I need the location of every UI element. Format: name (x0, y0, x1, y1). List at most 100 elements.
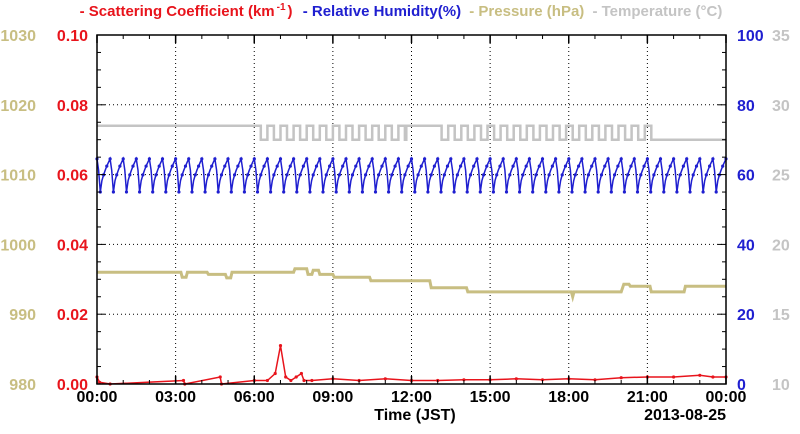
humidity-point (714, 190, 718, 194)
humidity-point (364, 173, 368, 177)
humidity-point (547, 173, 551, 177)
legend-temperature: - Temperature (°C) (592, 3, 723, 20)
humidity-point (678, 173, 682, 177)
humidity-point (495, 173, 499, 177)
humidity-point (652, 173, 656, 177)
x-tick-label: 09:00 (312, 389, 353, 406)
humidity-point (498, 164, 502, 168)
humidity-point (590, 164, 594, 168)
humidity-point (259, 173, 263, 177)
scattering-point (619, 376, 623, 380)
humidity-point (213, 157, 217, 161)
temperature-tick-label: 30 (772, 98, 790, 115)
humidity-tick-label: 100 (737, 28, 764, 45)
humidity-point (350, 173, 355, 177)
humidity-point (606, 157, 610, 161)
humidity-point (413, 190, 417, 194)
tick-marks (96, 34, 727, 385)
scattering-point (265, 378, 269, 383)
humidity-point (341, 164, 345, 168)
humidity-point (567, 157, 571, 161)
humidity-point (219, 173, 224, 177)
scattering-point (302, 378, 306, 383)
humidity-point (403, 173, 407, 177)
pressure-tick-label: 1020 (0, 98, 36, 115)
legend: - Scattering Coefficient (km -1) - Relati… (0, 2, 800, 20)
humidity-point (488, 157, 492, 161)
humidity-point (694, 164, 699, 168)
legend-pressure: - Pressure (hPa) (469, 3, 585, 20)
humidity-point (596, 190, 600, 194)
humidity-point (449, 157, 453, 161)
humidity-point (708, 164, 712, 168)
x-tick-label: 06:00 (234, 389, 275, 406)
humidity-point (439, 190, 443, 194)
humidity-point (406, 164, 410, 168)
humidity-point (121, 157, 125, 161)
humidity-point (393, 164, 397, 168)
humidity-point (131, 164, 135, 168)
humidity-point (527, 157, 532, 161)
humidity-point (459, 164, 463, 168)
humidity-point (167, 173, 171, 177)
humidity-point (105, 164, 109, 168)
humidity-point (534, 173, 538, 177)
humidity-point (609, 190, 613, 194)
legend-scattering-sup: -1 (276, 2, 286, 13)
scattering-point (284, 375, 288, 379)
humidity-point (380, 164, 384, 168)
humidity-point (426, 190, 430, 194)
humidity-point (396, 157, 400, 161)
humidity-point (298, 173, 302, 177)
humidity-point (593, 157, 597, 161)
humidity-point (445, 164, 450, 168)
pressure-tick-label: 990 (9, 307, 36, 324)
humidity-point (721, 164, 725, 168)
humidity-point (331, 157, 335, 161)
scattering-point (218, 375, 222, 379)
humidity-point (514, 157, 518, 161)
scattering-point (698, 373, 702, 377)
humidity-point (141, 173, 145, 177)
humidity-point (292, 157, 296, 161)
humidity-point (164, 190, 168, 194)
humidity-point (160, 157, 165, 161)
humidity-point (111, 190, 115, 194)
humidity-point (436, 157, 440, 161)
humidity-point (704, 173, 708, 177)
humidity-point (586, 173, 591, 177)
humidity-point (187, 157, 191, 161)
humidity-point (183, 164, 188, 168)
humidity-point (288, 164, 292, 168)
x-axis-label: Time (JST) (374, 407, 456, 424)
humidity-point (668, 164, 672, 168)
pressure-tick-label: 1010 (0, 168, 36, 185)
humidity-point (658, 157, 663, 161)
humidity-tick-label: 80 (737, 98, 755, 115)
humidity-point (524, 164, 528, 168)
x-tick-label: 12:00 (391, 389, 432, 406)
scattering-point (278, 344, 283, 348)
humidity-point (521, 173, 525, 177)
humidity-point (249, 164, 253, 168)
humidity-point (544, 190, 548, 194)
humidity-point (180, 173, 184, 177)
x-tick-label: 18:00 (548, 389, 589, 406)
legend-humidity: - Relative Humidity(%) (302, 3, 462, 20)
humidity-point (115, 173, 119, 177)
x-tick-label: 15:00 (470, 389, 511, 406)
humidity-point (216, 190, 220, 194)
scattering-point (299, 371, 303, 376)
humidity-point (170, 164, 174, 168)
date-label: 2013-08-25 (644, 407, 726, 424)
humidity-point (390, 173, 394, 177)
humidity-point (128, 173, 132, 177)
humidity-point (619, 157, 623, 161)
humidity-point (639, 173, 643, 177)
humidity-point (672, 157, 676, 161)
temperature-tick-label: 20 (772, 237, 790, 254)
humidity-point (242, 190, 246, 194)
humidity-tick-label: 20 (737, 307, 755, 324)
pressure-tick-label: 1000 (0, 237, 36, 254)
humidity-point (501, 157, 505, 161)
